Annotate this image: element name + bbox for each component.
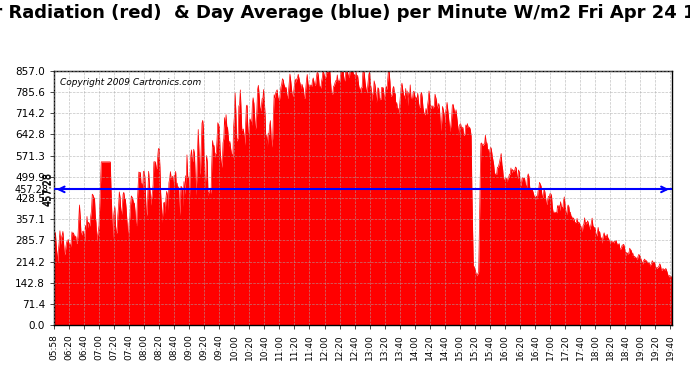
Text: 457.28: 457.28 bbox=[42, 172, 52, 206]
Text: Solar Radiation (red)  & Day Average (blue) per Minute W/m2 Fri Apr 24 19:40: Solar Radiation (red) & Day Average (blu… bbox=[0, 4, 690, 22]
Text: 457.28: 457.28 bbox=[43, 172, 53, 206]
Text: Copyright 2009 Cartronics.com: Copyright 2009 Cartronics.com bbox=[60, 78, 201, 87]
